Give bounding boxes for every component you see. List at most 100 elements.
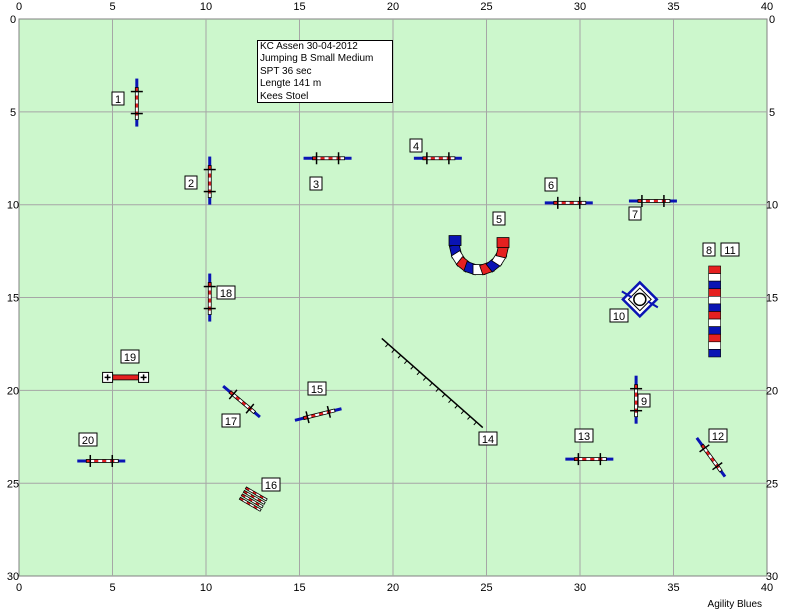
number-text: 14 [482, 434, 494, 446]
pole-outline [637, 199, 671, 203]
pole-outline [700, 443, 723, 473]
number-text: 6 [548, 180, 554, 192]
dogwalk-slat [397, 354, 402, 359]
dogwalk-slat [416, 371, 421, 376]
pole-stripe [135, 107, 139, 112]
number-text: 13 [578, 431, 590, 443]
pole-stripe [252, 490, 257, 495]
dogwalk-slat [391, 349, 395, 353]
jump-wing [245, 403, 255, 414]
obstacle-number-11: 11 [720, 242, 740, 257]
pole-outline [238, 496, 262, 512]
jump-obstacle [695, 436, 727, 478]
x-tick-label-top: 40 [761, 1, 773, 13]
number-text: 5 [496, 214, 502, 226]
jump-obstacle [630, 375, 643, 424]
dogwalk-slat [422, 377, 427, 381]
pole-stripe [259, 494, 264, 499]
x-tick-label-bottom: 20 [387, 582, 399, 594]
weave-segment [708, 280, 721, 290]
pole-stripe [637, 199, 642, 203]
weave-segment [708, 288, 721, 297]
pole-stripe [705, 450, 711, 456]
pole-outline [573, 457, 607, 462]
jump-obstacle [294, 405, 342, 424]
weave-segment [708, 326, 721, 335]
number-text: 17 [225, 416, 237, 428]
pole-stripe [657, 199, 662, 203]
tunnel-obstacle [448, 235, 510, 276]
y-tick-label-right: 10 [766, 200, 778, 212]
broad-jump-board [238, 496, 262, 512]
obstacle-number-13: 13 [574, 428, 594, 443]
obstacle-number-4: 4 [409, 138, 423, 153]
grid-lines [19, 19, 767, 576]
pole-stripe [248, 488, 254, 493]
pole-stripe [594, 457, 599, 461]
number-box [216, 285, 236, 300]
pole-stripe [565, 201, 570, 205]
club-date: KC Assen 30-04-2012 [260, 41, 358, 52]
pole-outline [242, 489, 266, 505]
tunnel-end [448, 235, 462, 246]
x-tick-label-bottom: 10 [200, 582, 212, 594]
number-box [261, 477, 281, 492]
pole-stripe [248, 497, 253, 502]
broad-jump-board [244, 486, 268, 502]
pole-stripe [135, 99, 139, 104]
pole-stripe [135, 103, 139, 108]
obstacle-number-17: 17 [221, 413, 241, 428]
pole-stripe [573, 201, 578, 205]
weave-poles [708, 265, 721, 358]
pole-stripe [245, 486, 250, 491]
pole-stripe [569, 201, 574, 205]
number-box [708, 428, 728, 443]
x-tick-label-top: 20 [387, 1, 399, 13]
x-tick-label-bottom: 35 [667, 582, 679, 594]
x-tick-label-bottom: 0 [16, 582, 22, 594]
jump-obstacle [203, 156, 216, 205]
obstacle-number-9: 9 [637, 393, 651, 408]
pole-stripe [208, 290, 212, 295]
number-text: 19 [124, 352, 136, 364]
number-box [544, 177, 558, 192]
course-length: Lengte 141 m [260, 78, 322, 90]
y-tick-label-right: 0 [769, 14, 775, 26]
jump-obstacle [628, 194, 677, 207]
number-box [307, 381, 327, 396]
jump-obstacle [222, 384, 261, 419]
jump-wing [305, 411, 310, 424]
pole-stripe [430, 156, 435, 160]
pole-stripe [649, 199, 654, 203]
pole-stripe [557, 201, 562, 205]
tunnel-end [496, 237, 510, 248]
pole-stripe [135, 115, 139, 120]
pole-stripe [260, 500, 266, 505]
y-tick-label-right: 15 [766, 293, 778, 305]
pole-stripe [634, 404, 638, 409]
pole-stripe [208, 169, 212, 174]
weave-segment [708, 333, 721, 343]
number-box [409, 138, 423, 153]
pole-stripe [94, 459, 99, 463]
x-tick-label-bottom: 30 [574, 582, 586, 594]
pole-stripe [90, 459, 95, 463]
number-box [574, 428, 594, 443]
pole-stripe [634, 392, 638, 397]
obstacle-number-18: 18 [216, 285, 236, 300]
jump-obstacle [413, 152, 462, 165]
pole-stripe [241, 493, 246, 498]
pole-outline [85, 459, 119, 463]
obstacle-number-10: 10 [609, 308, 629, 323]
weave-segment [708, 311, 721, 320]
number-text: 12 [712, 431, 724, 443]
obstacle-number-3: 3 [309, 176, 323, 191]
x-tick-label-bottom: 5 [109, 582, 115, 594]
number-text: 8 [706, 245, 712, 257]
pole-outline [302, 408, 336, 421]
number-text: 4 [413, 141, 419, 153]
dogwalk-slat [454, 404, 458, 409]
tyre-obstacle [621, 280, 659, 319]
